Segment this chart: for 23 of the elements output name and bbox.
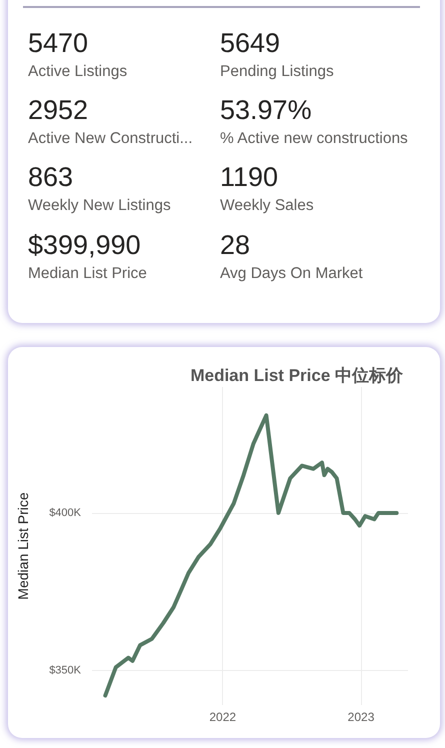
chart-title: Median List Price 中位标价 bbox=[190, 366, 404, 385]
line-series bbox=[103, 413, 399, 698]
x-tick-label: 2022 bbox=[209, 710, 236, 724]
y-tick-label: $400K bbox=[49, 506, 82, 519]
text: 53.97% bbox=[220, 94, 312, 126]
text: % Active new constructions bbox=[220, 130, 408, 148]
text: Pending Listings bbox=[220, 63, 334, 81]
x-tick-label: 2023 bbox=[348, 710, 375, 724]
y-axis-title: Median List Price bbox=[15, 492, 31, 600]
text: Weekly Sales bbox=[220, 197, 314, 216]
text: 863 bbox=[28, 161, 74, 194]
text: Active New Constructi... bbox=[28, 130, 193, 148]
text: 1190 bbox=[220, 161, 278, 194]
text: Weekly New Listings bbox=[28, 197, 171, 216]
text: 5649 bbox=[220, 27, 280, 59]
text: Avg Days On Market bbox=[220, 264, 363, 283]
text: 28 bbox=[220, 228, 250, 261]
y-tick-label: $350K bbox=[49, 664, 82, 676]
text: Median List Price bbox=[28, 264, 147, 283]
text: $399,990 bbox=[28, 228, 141, 261]
text: Active Listings bbox=[28, 63, 128, 81]
text: 5470 bbox=[28, 27, 88, 59]
text: 2952 bbox=[28, 94, 88, 126]
